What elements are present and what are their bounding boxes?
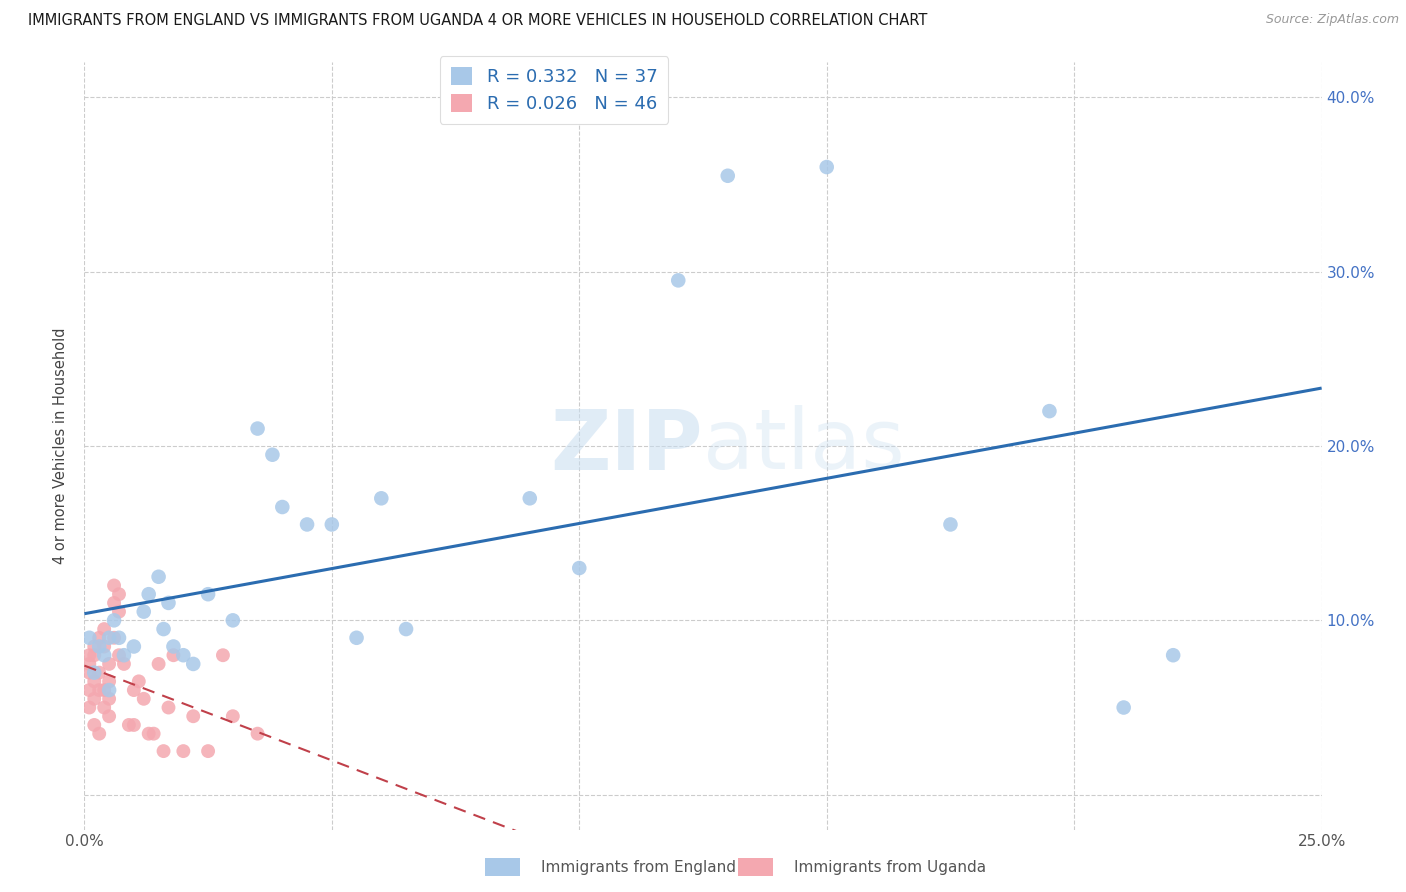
Text: ZIP: ZIP: [551, 406, 703, 486]
Point: [222, 613, 245, 627]
Point: [79, 631, 101, 645]
Point: [212, 648, 235, 663]
Point: [89, 640, 111, 654]
Point: [79, 648, 101, 663]
Point: [83, 640, 105, 654]
Point: [246, 726, 269, 740]
Point: [79, 657, 101, 671]
Point: [93, 683, 115, 698]
Point: [321, 517, 343, 532]
Point: [148, 657, 170, 671]
Point: [172, 648, 194, 663]
Point: [93, 700, 115, 714]
Point: [89, 631, 111, 645]
Point: [717, 169, 740, 183]
Point: [103, 596, 125, 610]
Point: [197, 587, 219, 601]
Point: [1038, 404, 1060, 418]
Point: [93, 622, 115, 636]
Point: [157, 700, 180, 714]
Point: [93, 648, 115, 663]
Point: [122, 718, 145, 732]
Point: [148, 570, 170, 584]
Point: [93, 640, 115, 654]
Text: Immigrants from England: Immigrants from England: [541, 860, 737, 874]
Point: [271, 500, 294, 514]
Point: [122, 683, 145, 698]
Point: [103, 578, 125, 592]
Point: [89, 683, 111, 698]
Point: [197, 744, 219, 758]
Point: [98, 691, 121, 706]
Point: [262, 448, 284, 462]
Point: [181, 709, 204, 723]
Point: [1161, 648, 1184, 663]
Point: [132, 605, 155, 619]
Point: [346, 631, 368, 645]
Point: [103, 613, 125, 627]
Point: [295, 517, 318, 532]
Point: [152, 744, 174, 758]
Point: [108, 605, 131, 619]
Point: [519, 491, 541, 506]
Point: [83, 648, 105, 663]
Point: [108, 587, 131, 601]
Point: [98, 709, 121, 723]
Y-axis label: 4 or more Vehicles in Household: 4 or more Vehicles in Household: [53, 327, 69, 565]
Point: [181, 657, 204, 671]
Point: [1112, 700, 1135, 714]
Point: [98, 674, 121, 689]
Legend: R = 0.332   N = 37, R = 0.026   N = 46: R = 0.332 N = 37, R = 0.026 N = 46: [440, 56, 668, 124]
Point: [112, 648, 135, 663]
Point: [815, 160, 838, 174]
Point: [79, 665, 101, 680]
Point: [370, 491, 392, 506]
Point: [79, 700, 101, 714]
Point: [666, 273, 689, 287]
Point: [162, 640, 184, 654]
Point: [132, 691, 155, 706]
Point: [568, 561, 591, 575]
Text: atlas: atlas: [703, 406, 904, 486]
Point: [112, 657, 135, 671]
Point: [138, 726, 160, 740]
Point: [128, 674, 150, 689]
Point: [246, 421, 269, 435]
Point: [142, 726, 165, 740]
Point: [222, 709, 245, 723]
Point: [83, 718, 105, 732]
Point: [98, 657, 121, 671]
Point: [395, 622, 418, 636]
Point: [83, 674, 105, 689]
Point: [98, 631, 121, 645]
Point: [939, 517, 962, 532]
Point: [83, 691, 105, 706]
Point: [108, 631, 131, 645]
Text: Source: ZipAtlas.com: Source: ZipAtlas.com: [1265, 13, 1399, 27]
Point: [98, 683, 121, 698]
Point: [172, 744, 194, 758]
Point: [122, 640, 145, 654]
Point: [89, 726, 111, 740]
Text: Immigrants from Uganda: Immigrants from Uganda: [794, 860, 987, 874]
Point: [89, 665, 111, 680]
Text: IMMIGRANTS FROM ENGLAND VS IMMIGRANTS FROM UGANDA 4 OR MORE VEHICLES IN HOUSEHOL: IMMIGRANTS FROM ENGLAND VS IMMIGRANTS FR…: [28, 13, 928, 29]
Point: [108, 648, 131, 663]
Point: [79, 683, 101, 698]
Point: [152, 622, 174, 636]
Point: [162, 648, 184, 663]
Point: [83, 665, 105, 680]
Point: [138, 587, 160, 601]
Point: [103, 631, 125, 645]
Point: [157, 596, 180, 610]
Point: [118, 718, 141, 732]
